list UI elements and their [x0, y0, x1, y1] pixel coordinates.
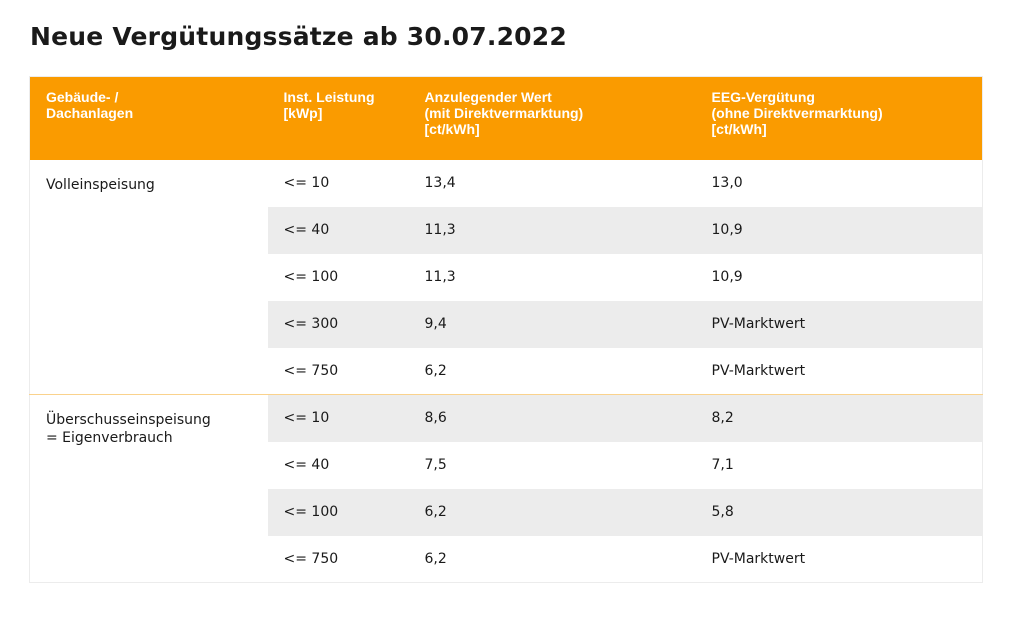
- cell-leistung: <= 100: [267, 253, 409, 301]
- cell-anzulegender-wert: 6,2: [408, 535, 696, 583]
- group-label-line: Volleinspeisung: [46, 176, 155, 193]
- group-label-ueberschusseinspeisung: Überschusseinspeisung = Eigenverbrauch: [29, 394, 268, 583]
- table-row: <= 100 11,3 10,9: [30, 253, 983, 301]
- cell-eeg-verguetung: PV-Marktwert: [695, 300, 983, 348]
- header-line: Gebäude- /: [46, 89, 119, 105]
- header-line: Dachanlagen: [46, 105, 134, 121]
- cell-leistung: <= 300: [267, 300, 409, 348]
- cell-leistung: <= 40: [267, 441, 409, 489]
- header-gebaeude: Gebäude- / Dachanlagen: [29, 76, 268, 160]
- cell-leistung: <= 10: [267, 394, 409, 442]
- header-line: EEG-Vergütung: [711, 89, 815, 105]
- header-line: (mit Direktvermarktung): [424, 105, 584, 121]
- cell-eeg-verguetung: 5,8: [695, 488, 983, 536]
- cell-anzulegender-wert: 6,2: [408, 488, 696, 536]
- page-title: Neue Vergütungssätze ab 30.07.2022: [30, 22, 567, 51]
- table-row: Überschusseinspeisung = Eigenverbrauch <…: [29, 394, 983, 583]
- cell-eeg-verguetung: 8,2: [695, 394, 983, 442]
- cell-anzulegender-wert: 6,2: [408, 347, 696, 395]
- cell-eeg-verguetung: PV-Marktwert: [695, 535, 983, 583]
- group-label-line: = Eigenverbrauch: [46, 430, 173, 446]
- header-line: Anzulegender Wert: [424, 89, 552, 105]
- table-row: <= 40 11,3 10,9: [30, 206, 983, 254]
- cell-anzulegender-wert: 11,3: [408, 206, 696, 254]
- cell-anzulegender-wert: 9,4: [408, 300, 696, 348]
- cell-eeg-verguetung: 10,9: [695, 253, 983, 301]
- cell-anzulegender-wert: 7,5: [408, 441, 696, 489]
- table-row: <= 750 6,2 PV-Marktwert: [30, 347, 983, 395]
- table-row: <= 40 7,5 7,1: [30, 441, 983, 489]
- cell-leistung: <= 40: [267, 206, 409, 254]
- table-row: <= 750 6,2 PV-Marktwert: [30, 535, 983, 583]
- cell-leistung: <= 100: [267, 488, 409, 536]
- cell-anzulegender-wert: 8,6: [408, 394, 696, 442]
- table-row: <= 100 6,2 5,8: [30, 488, 983, 536]
- header-line: [ct/kWh]: [424, 121, 480, 137]
- group-label-volleinspeisung: Volleinspeisung: [29, 159, 268, 395]
- table-header: Gebäude- / Dachanlagen Inst. Leistung [k…: [29, 76, 983, 160]
- header-line: (ohne Direktvermarktung): [711, 105, 883, 121]
- header-eeg-verguetung: EEG-Vergütung (ohne Direktvermarktung) […: [695, 76, 983, 160]
- cell-leistung: <= 10: [267, 159, 409, 207]
- cell-eeg-verguetung: 13,0: [695, 159, 983, 207]
- cell-eeg-verguetung: 10,9: [695, 206, 983, 254]
- header-leistung: Inst. Leistung [kWp]: [267, 76, 409, 160]
- cell-anzulegender-wert: 13,4: [408, 159, 696, 207]
- table-body: Volleinspeisung <= 10 13,4 13,0 <= 40 11…: [29, 159, 983, 583]
- header-row: Gebäude- / Dachanlagen Inst. Leistung [k…: [29, 76, 983, 160]
- group-label-line: Überschusseinspeisung: [46, 412, 211, 428]
- cell-eeg-verguetung: PV-Marktwert: [695, 347, 983, 395]
- header-line: [kWp]: [283, 105, 323, 121]
- header-line: [ct/kWh]: [711, 121, 767, 137]
- header-line: Inst. Leistung: [283, 89, 375, 105]
- cell-anzulegender-wert: 11,3: [408, 253, 696, 301]
- cell-eeg-verguetung: 7,1: [695, 441, 983, 489]
- cell-leistung: <= 750: [267, 347, 409, 395]
- cell-leistung: <= 750: [267, 535, 409, 583]
- table-row: Volleinspeisung <= 10 13,4 13,0: [29, 159, 983, 395]
- header-anzulegender-wert: Anzulegender Wert (mit Direktvermarktung…: [408, 76, 696, 160]
- table-row: <= 300 9,4 PV-Marktwert: [30, 300, 983, 348]
- rates-table: Gebäude- / Dachanlagen Inst. Leistung [k…: [29, 76, 983, 583]
